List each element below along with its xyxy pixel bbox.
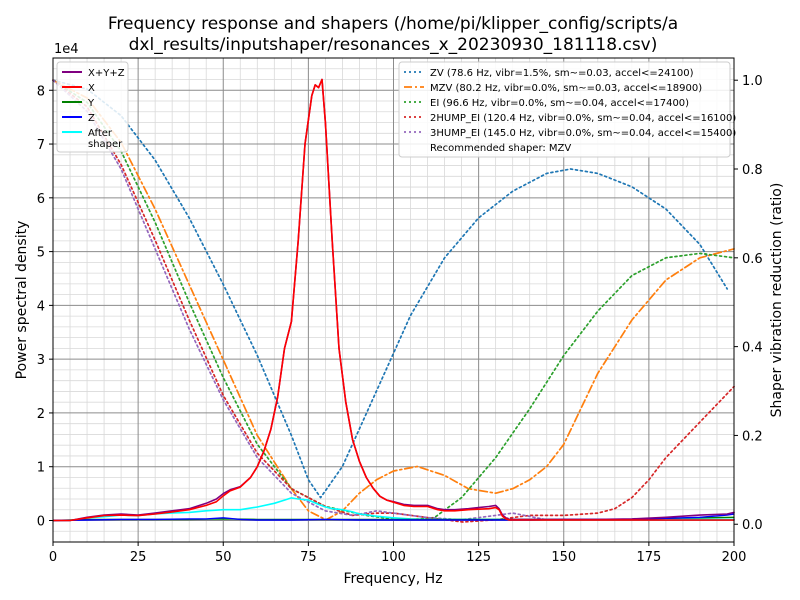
y2-tick-label: 0.0	[742, 518, 763, 533]
chart-title-line-2: dxl_results/inputshaper/resonances_x_202…	[129, 35, 658, 55]
y-tick-label: 1	[37, 461, 45, 476]
y-tick-label: 2	[37, 407, 45, 422]
legend-left-label: Z	[88, 113, 95, 124]
x-tick-label: 125	[466, 550, 491, 565]
legend-left-label: X	[88, 83, 95, 94]
legend-left-label: Y	[87, 98, 95, 109]
y2-tick-label: 0.8	[742, 163, 763, 178]
legend-right-label: 2HUMP_EI (120.4 Hz, vibr=0.0%, sm~=0.04,…	[430, 113, 736, 124]
legend-left-box	[56, 61, 129, 153]
x-tick-label: 0	[49, 550, 57, 565]
legend-right-box	[398, 61, 731, 158]
x-tick-label: 100	[381, 550, 406, 565]
series-line-mzv	[52, 79, 735, 521]
legend-right-label: 3HUMP_EI (145.0 Hz, vibr=0.0%, sm~=0.04,…	[430, 128, 736, 139]
y-axis-label: Power spectral density	[14, 221, 30, 380]
y-tick-label: 0	[37, 514, 45, 529]
series-line-3hump-ei	[52, 79, 735, 521]
legend-right-label: ZV (78.6 Hz, vibr=1.5%, sm~=0.03, accel<…	[430, 68, 694, 79]
recommended-shaper-note: Recommended shaper: MZV	[430, 143, 571, 154]
legend-left-label: X+Y+Z	[88, 68, 125, 79]
y2-axis-label: Shaper vibration reduction (ratio)	[769, 183, 785, 418]
x-tick-label: 175	[636, 550, 661, 565]
y-tick-label: 4	[37, 299, 45, 314]
legend-left-label: After	[88, 128, 113, 139]
series-line-ei	[52, 79, 735, 521]
y-tick-label: 8	[37, 84, 45, 99]
y-tick-label: 3	[37, 353, 45, 368]
y-tick-label: 6	[37, 192, 45, 207]
y2-tick-label: 0.4	[742, 341, 763, 356]
x-tick-label: 25	[130, 550, 147, 565]
y-tick-label: 5	[37, 246, 45, 261]
plot-area	[52, 78, 735, 523]
legend-right-label: MZV (80.2 Hz, vibr=0.0%, sm~=0.03, accel…	[430, 83, 702, 94]
x-tick-label: 75	[300, 550, 317, 565]
x-tick-label: 50	[215, 550, 232, 565]
x-axis: 0 25 50 75 100 125 150 175 200	[49, 542, 747, 565]
y-tick-label: 7	[37, 138, 45, 153]
x-tick-label: 200	[722, 550, 747, 565]
y2-tick-label: 0.2	[742, 429, 763, 444]
chart-title-line-1: Frequency response and shapers (/home/pi…	[108, 14, 678, 34]
y2-tick-label: 1.0	[742, 74, 763, 89]
legend-left-label: shaper	[88, 139, 123, 150]
y-offset-text: 1e4	[54, 42, 79, 57]
legend-right: ZV (78.6 Hz, vibr=1.5%, sm~=0.03, accel<…	[398, 61, 736, 158]
x-axis-label: Frequency, Hz	[343, 571, 442, 587]
y-axis-right: 0.0 0.2 0.4 0.6 0.8 1.0	[734, 74, 763, 533]
x-tick-label: 150	[551, 550, 576, 565]
series-line-zv	[52, 79, 729, 499]
y2-tick-label: 0.6	[742, 252, 763, 267]
y-axis-left: 0 1 2 3 4 5 6 7 8	[37, 84, 53, 529]
legend-right-label: EI (96.6 Hz, vibr=0.0%, sm~=0.04, accel<…	[430, 98, 689, 109]
series-line-x	[52, 78, 735, 522]
